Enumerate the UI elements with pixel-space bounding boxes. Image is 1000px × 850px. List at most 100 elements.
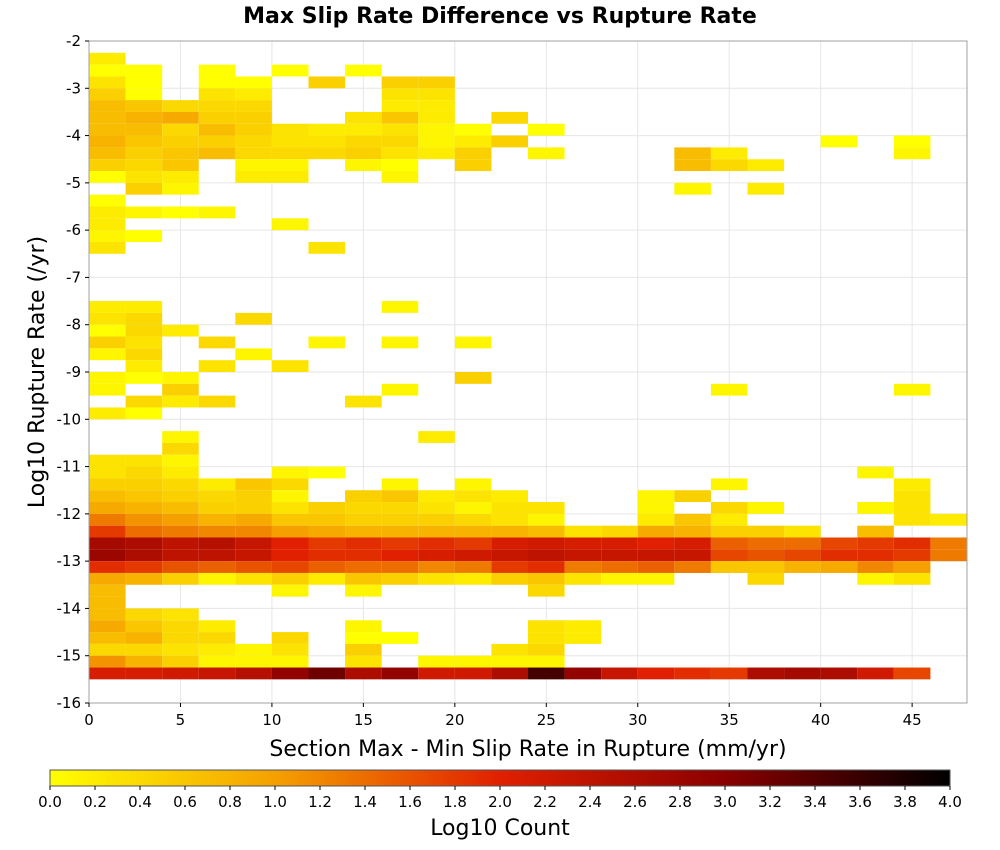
heatmap-cell <box>491 525 528 538</box>
heatmap-cell <box>89 383 126 396</box>
heatmap-cell <box>710 383 748 396</box>
heatmap-cell <box>784 667 821 680</box>
heatmap-cell <box>710 147 748 160</box>
heatmap-cell <box>601 572 638 585</box>
heatmap-cell <box>345 64 382 77</box>
heatmap-cell <box>857 466 894 479</box>
heatmap-cell <box>271 584 309 597</box>
colorbar-tick-label: 4.0 <box>938 793 962 811</box>
heatmap-cell <box>381 336 419 349</box>
heatmap-cell <box>162 572 199 585</box>
heatmap-cell <box>418 135 455 148</box>
heatmap-cell <box>308 76 346 89</box>
heatmap-cell <box>381 100 419 112</box>
heatmap-cell <box>89 584 126 597</box>
heatmap-cell <box>125 135 163 148</box>
heatmap-cell <box>125 360 163 372</box>
heatmap-cell <box>381 572 419 585</box>
heatmap-cell <box>308 667 346 680</box>
heatmap-cell <box>125 667 163 680</box>
heatmap-cell <box>528 561 565 573</box>
colorbar-tick-label: 0.8 <box>218 793 242 811</box>
heatmap-cell <box>418 100 455 112</box>
colorbar-tick-label: 2.2 <box>533 793 557 811</box>
heatmap-cell <box>235 572 272 585</box>
heatmap-cell <box>601 561 638 573</box>
heatmap-cell <box>454 655 492 668</box>
heatmap-cell <box>235 312 272 325</box>
heatmap-cell <box>893 561 931 573</box>
heatmap-cell <box>381 632 419 644</box>
heatmap-cell <box>345 513 382 526</box>
heatmap-cell <box>162 632 199 644</box>
heatmap-cell <box>198 655 236 668</box>
heatmap-cell <box>271 135 309 148</box>
y-tick-label: -14 <box>57 599 82 617</box>
heatmap-cell <box>125 100 163 112</box>
heatmap-cell <box>710 667 748 680</box>
x-tick-label: 15 <box>354 711 373 729</box>
heatmap-cell <box>930 549 967 562</box>
heatmap-cell <box>162 478 199 491</box>
heatmap-cell <box>162 383 199 396</box>
colorbar-tick-label: 3.8 <box>893 793 917 811</box>
heatmap-cell <box>381 159 419 172</box>
heatmap-cell <box>528 643 565 656</box>
heatmap-cell <box>345 620 382 633</box>
heatmap-cell <box>454 513 492 526</box>
y-tick-label: -2 <box>66 32 81 50</box>
heatmap-cell <box>381 502 419 514</box>
heatmap-cell <box>381 171 419 183</box>
heatmap-cell <box>345 572 382 585</box>
heatmap-cell <box>89 572 126 585</box>
colorbar-tick-label: 0.4 <box>128 793 152 811</box>
heatmap-cell <box>162 171 199 183</box>
heatmap-cell <box>89 324 126 337</box>
heatmap-cell <box>308 336 346 349</box>
heatmap-cell <box>747 525 785 538</box>
heatmap-cell <box>528 584 565 597</box>
heatmap-cell <box>381 478 419 491</box>
heatmap-cell <box>198 135 236 148</box>
heatmap-cell <box>162 667 199 680</box>
heatmap-cell <box>125 655 163 668</box>
heatmap-cell <box>89 301 126 313</box>
heatmap-cell <box>674 525 711 538</box>
heatmap-cell <box>893 667 931 680</box>
colorbar-tick-label: 3.0 <box>713 793 737 811</box>
heatmap-cell <box>125 620 163 633</box>
heatmap-cell <box>235 667 272 680</box>
heatmap-cell <box>125 572 163 585</box>
heatmap-cell <box>125 454 163 467</box>
heatmap-cell <box>89 52 126 65</box>
heatmap-cell <box>162 206 199 219</box>
heatmap-cell <box>345 395 382 408</box>
heatmap-cell <box>89 537 126 550</box>
heatmap-cell <box>454 502 492 514</box>
heatmap-cell <box>528 537 565 550</box>
heatmap-cell <box>125 230 163 242</box>
heatmap-cell <box>674 182 711 195</box>
x-tick-label: 5 <box>176 711 186 729</box>
heatmap-cell <box>528 525 565 538</box>
heatmap-cell <box>162 442 199 455</box>
heatmap-cell <box>491 667 528 680</box>
x-tick-label: 0 <box>84 711 94 729</box>
heatmap-cell <box>271 490 309 503</box>
heatmap-cell <box>381 525 419 538</box>
heatmap-cell <box>710 513 748 526</box>
heatmap-cell <box>528 502 565 514</box>
heatmap-cell <box>271 64 309 77</box>
heatmap-cell <box>89 147 126 160</box>
heatmap-cell <box>198 336 236 349</box>
y-tick-label: -15 <box>57 647 82 665</box>
heatmap-cell <box>198 620 236 633</box>
heatmap-cell <box>308 502 346 514</box>
heatmap-cell <box>747 537 785 550</box>
heatmap-cell <box>89 111 126 124</box>
heatmap-cell <box>820 537 858 550</box>
heatmap-cell <box>89 407 126 420</box>
heatmap-cell <box>198 88 236 101</box>
heatmap-cell <box>125 525 163 538</box>
heatmap-cell <box>491 572 528 585</box>
